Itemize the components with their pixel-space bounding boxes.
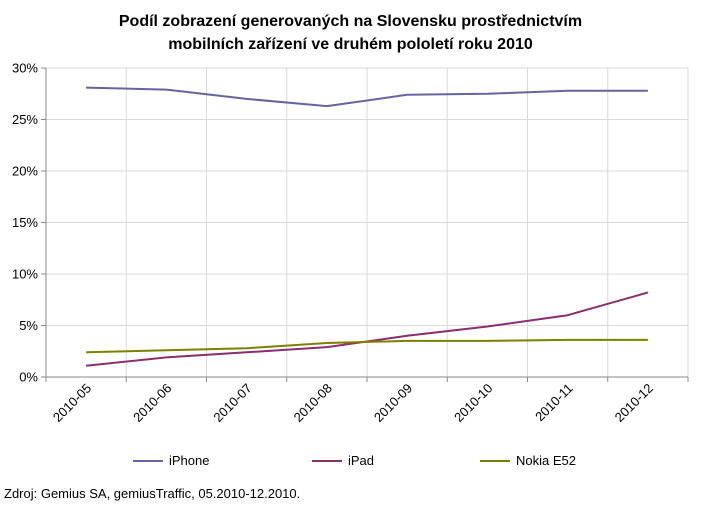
- legend-label-iphone: iPhone: [169, 453, 210, 468]
- series-line-nokia-e52: [86, 338, 648, 354]
- chart-title-line-2: mobilních zařízení ve druhém pololetí ro…: [168, 36, 533, 53]
- chart-title-line-1: Podíl zobrazení generovaných na Slovensk…: [118, 13, 583, 30]
- y-tick-label: 0%: [19, 370, 38, 385]
- source-note: Zdroj: Gemius SA, gemiusTraffic, 05.2010…: [4, 486, 301, 501]
- x-tick-label: 2010-10: [451, 381, 495, 425]
- series-lines: [85, 86, 649, 367]
- y-tick-label: 10%: [12, 267, 38, 282]
- y-tick-label: 20%: [12, 164, 38, 179]
- axes: [41, 67, 689, 382]
- y-tick-label: 5%: [19, 318, 38, 333]
- chart-title: Podíl zobrazení generovaných na Slovensk…: [0, 10, 701, 56]
- legend-item-iphone: iPhone: [133, 453, 209, 468]
- legend-label-ipad: iPad: [348, 453, 375, 468]
- series-line-iphone: [86, 86, 648, 108]
- x-tick-label: 2010-09: [371, 381, 415, 425]
- x-tick-labels: 2010-05 2010-06 2010-07 2010-08 2010-09 2010-…: [50, 381, 656, 425]
- x-tick-label: 2010-08: [291, 381, 335, 425]
- y-tick-label: 30%: [12, 61, 38, 76]
- legend-item-nokia-e52: Nokia E52: [480, 453, 576, 468]
- x-tick-label: 2010-05: [50, 381, 94, 425]
- x-tick-label: 2010-07: [210, 381, 254, 425]
- legend: iPhone iPad Nokia E52: [0, 453, 701, 473]
- x-tick-label: 2010-06: [130, 381, 174, 425]
- y-tick-label: 15%: [12, 215, 38, 230]
- legend-item-ipad: iPad: [312, 453, 374, 468]
- legend-swatch-iphone: [133, 459, 163, 462]
- x-tick-label: 2010-11: [532, 381, 576, 425]
- gridlines: [46, 67, 689, 377]
- legend-swatch-ipad: [312, 459, 342, 462]
- y-tick-labels: 0% 5% 10% 15% 20% 25% 30%: [12, 61, 38, 385]
- legend-swatch-nokia-e52: [480, 459, 510, 462]
- x-tick-label: 2010-12: [612, 381, 656, 425]
- legend-label-nokia-e52: Nokia E52: [516, 453, 576, 468]
- y-tick-label: 25%: [12, 112, 38, 127]
